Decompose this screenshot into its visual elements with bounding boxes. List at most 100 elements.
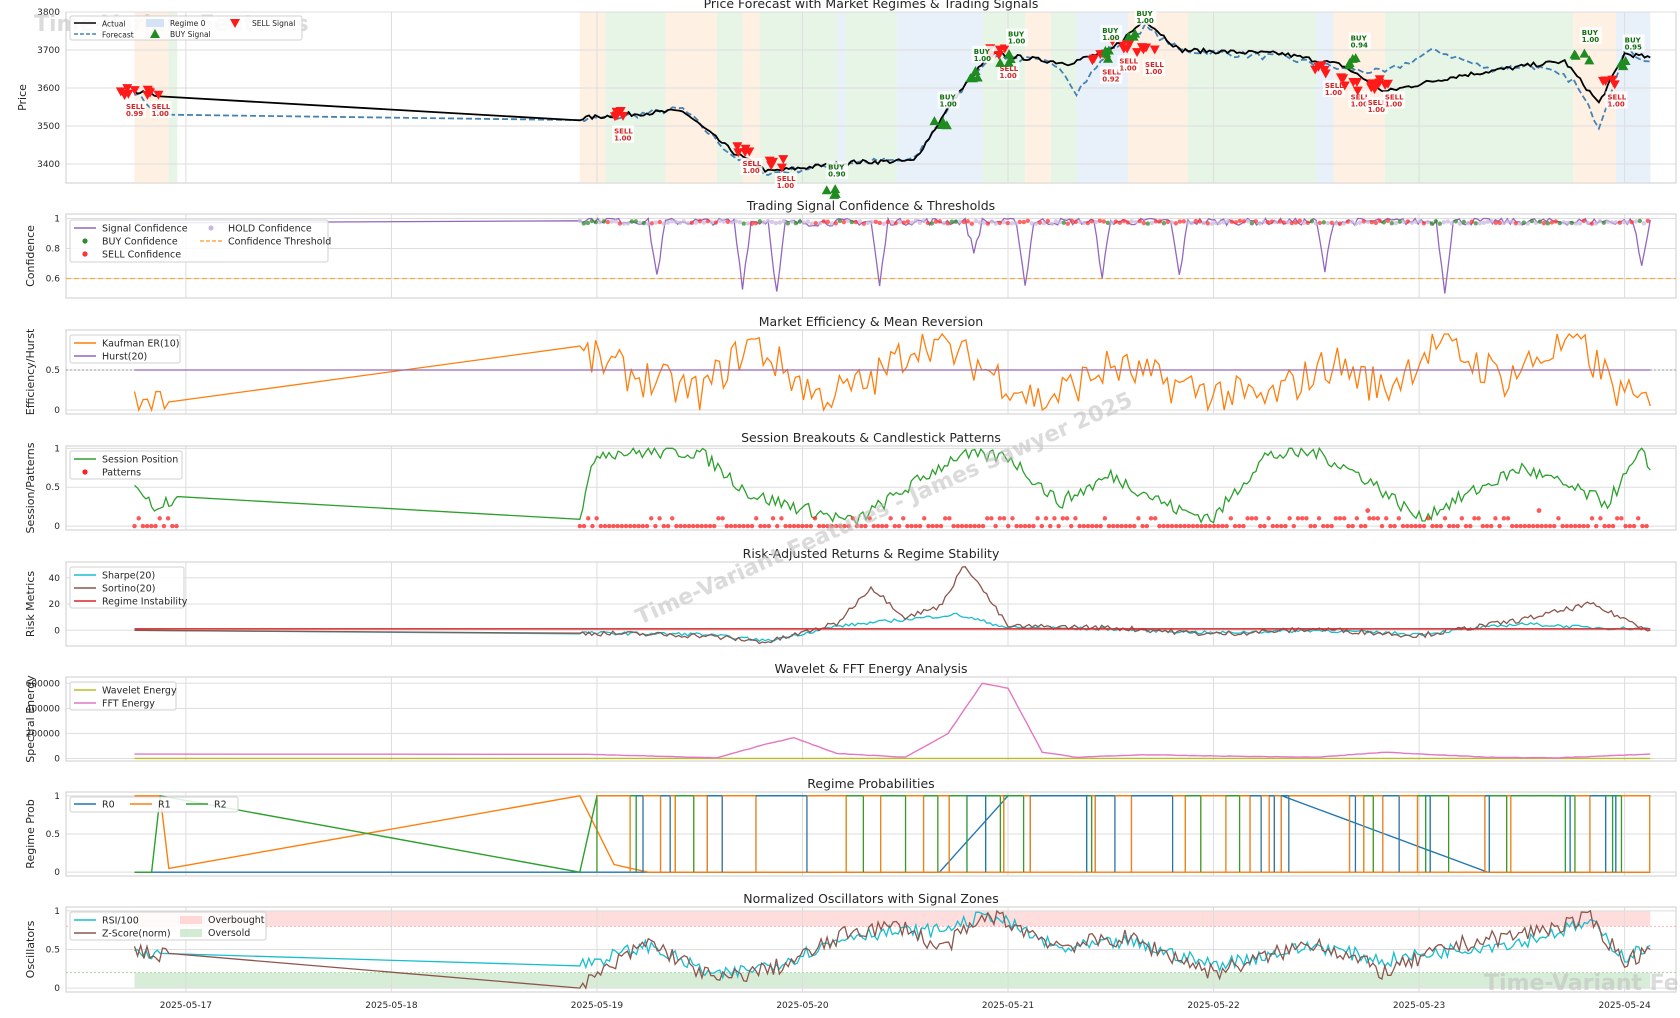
sell-marker (778, 155, 789, 165)
series-session-position (134, 446, 1651, 526)
buy-marker (970, 65, 981, 75)
pattern-marker (1388, 523, 1393, 529)
pattern-marker (854, 523, 860, 529)
pattern-marker (1564, 523, 1570, 529)
x-tick-label: 2025-05-20 (776, 1001, 829, 1011)
buy-marker (936, 119, 947, 129)
sell-label-bg (1100, 66, 1123, 84)
pattern-marker (1316, 516, 1322, 521)
confidence-marker (1201, 220, 1207, 226)
legend-box (69, 566, 185, 609)
confidence-marker (705, 218, 711, 224)
confidence-marker (1237, 218, 1243, 224)
confidence-marker (1445, 219, 1451, 224)
confidence-marker (1389, 221, 1395, 226)
pattern-marker (1434, 523, 1439, 529)
pattern-marker (1409, 523, 1414, 529)
sell-label-bg (123, 100, 146, 118)
sell-marker (776, 163, 787, 173)
buy-marker (1616, 58, 1627, 68)
pattern-marker (703, 523, 709, 529)
confidence-marker (1285, 219, 1291, 225)
pattern-marker (1598, 516, 1603, 521)
confidence-marker (1037, 220, 1043, 225)
pattern-marker (1106, 523, 1112, 529)
confidence-marker (1609, 220, 1615, 225)
confidence-marker (621, 221, 627, 226)
pattern-marker (1384, 516, 1389, 521)
legend-label: R2 (214, 800, 227, 811)
buy-marker (972, 72, 983, 82)
pattern-marker (1258, 523, 1263, 529)
confidence-marker (637, 220, 643, 225)
pattern-marker (964, 523, 969, 529)
pattern-marker (1644, 523, 1649, 529)
confidence-marker (1601, 220, 1607, 225)
buy-marker (995, 57, 1006, 67)
confidence-marker (1289, 220, 1295, 226)
pattern-marker (1203, 523, 1208, 529)
confidence-marker (665, 220, 671, 225)
legend-box (69, 15, 303, 41)
pattern-marker (821, 523, 826, 529)
confidence-marker (901, 220, 907, 225)
panel-regimes: 0 0.5 1 Regime Probabilities Regime Prob R0 R1… (24, 776, 1677, 878)
confidence-marker (1173, 221, 1179, 226)
pattern-marker (1014, 523, 1019, 529)
sell-marker (153, 90, 164, 100)
confidence-marker (1353, 221, 1359, 226)
pattern-marker (791, 523, 797, 529)
regime-band (605, 12, 666, 183)
confidence-marker (1493, 220, 1499, 225)
confidence-marker (617, 221, 623, 226)
buy-label-bg (1348, 32, 1371, 50)
confidence-marker (1153, 219, 1159, 224)
x-tick-label: 2025-05-21 (982, 1001, 1034, 1011)
confidence-marker (629, 219, 635, 224)
legend-label: Actual (102, 20, 126, 29)
pattern-marker (640, 523, 646, 529)
confidence-marker (1309, 219, 1315, 224)
buy-label-conf: 0.90 (828, 171, 845, 179)
confidence-marker (725, 219, 731, 225)
confidence-marker (1377, 218, 1383, 224)
pattern-marker (1568, 523, 1574, 529)
pattern-marker (1375, 516, 1381, 521)
confidence-marker (1409, 220, 1415, 225)
sell-label-conf: 1.00 (1351, 100, 1368, 108)
legend-box (69, 334, 181, 364)
sell-marker (119, 91, 130, 101)
confidence-marker (1633, 219, 1639, 224)
pattern-marker (989, 516, 994, 521)
confidence-marker (1205, 221, 1211, 226)
pattern-marker (602, 523, 608, 529)
confidence-marker (1021, 219, 1027, 225)
confidence-marker (973, 218, 979, 224)
pattern-marker (859, 523, 864, 529)
pattern-marker (804, 523, 809, 529)
pattern-marker (1367, 516, 1372, 521)
y-tick-label: 3400 (37, 160, 60, 170)
confidence-marker (1061, 220, 1067, 225)
pattern-marker (749, 523, 755, 529)
regime-band (759, 12, 837, 183)
confidence-marker (1357, 220, 1363, 225)
legend-label: Forecast (102, 31, 134, 40)
y-axis-label: Session/Patterns (24, 442, 37, 533)
sell-label: SELL (1325, 82, 1344, 90)
pattern-marker (1115, 523, 1120, 529)
y-tick-label: 0 (54, 868, 60, 878)
pattern-marker (1136, 516, 1141, 521)
confidence-marker (657, 219, 663, 225)
pattern-marker (758, 523, 763, 529)
pattern-marker (1039, 523, 1045, 529)
confidence-marker (1313, 220, 1319, 226)
buy-label-conf: 1.00 (1008, 38, 1025, 46)
pattern-marker (1363, 523, 1368, 529)
pattern-marker (623, 523, 629, 529)
series-kaufman-er (133, 332, 1651, 413)
pattern-marker (1232, 523, 1238, 529)
confidence-marker (1149, 220, 1155, 226)
confidence-marker (1629, 219, 1635, 225)
buy-label-conf: 1.00 (940, 100, 957, 108)
